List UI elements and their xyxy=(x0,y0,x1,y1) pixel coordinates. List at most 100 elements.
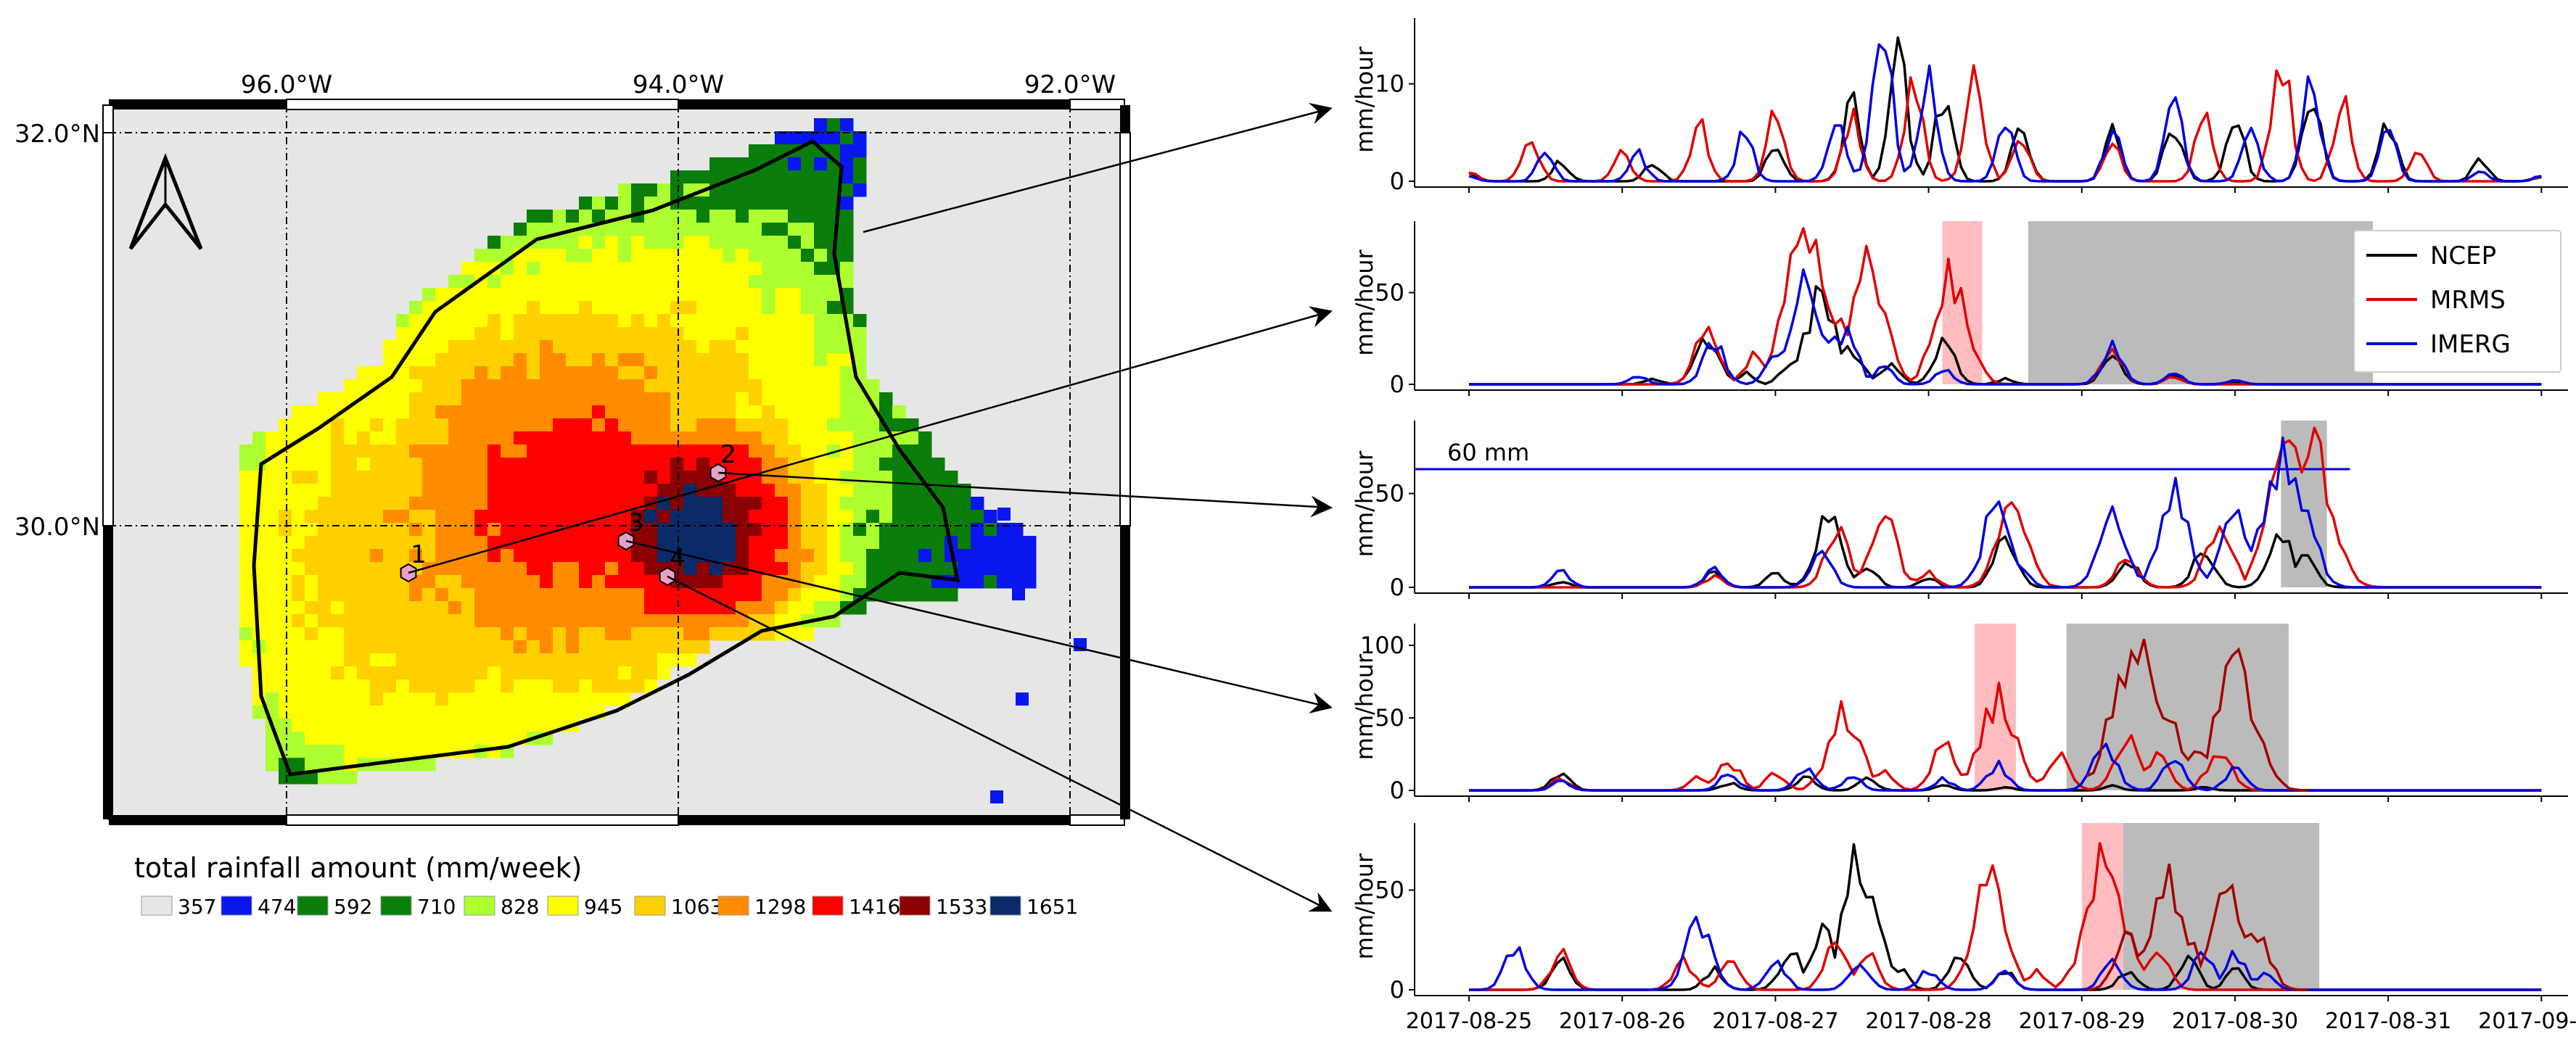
rain-cell xyxy=(579,431,593,445)
rain-cell xyxy=(461,418,475,432)
rain-cell xyxy=(487,640,501,654)
rain-cell xyxy=(357,666,371,680)
rain-cell xyxy=(853,392,867,406)
rain-cell xyxy=(305,732,318,745)
rain-cell xyxy=(501,379,514,393)
rain-cell xyxy=(945,510,958,524)
rain-cell xyxy=(566,458,580,471)
rain-cell xyxy=(736,405,749,419)
rain-cell xyxy=(801,366,815,380)
connector-arrows xyxy=(408,102,1333,912)
rain-cell xyxy=(527,484,540,497)
rain-cell xyxy=(370,366,384,380)
rain-cell xyxy=(879,510,893,524)
rain-cell xyxy=(266,614,279,628)
rain-cell xyxy=(814,458,828,471)
rain-cell xyxy=(709,314,723,328)
rain-cell xyxy=(239,640,253,654)
rain-cell xyxy=(840,131,854,145)
rain-cell xyxy=(892,536,906,550)
legend-label: 945 xyxy=(584,895,622,919)
rain-cell xyxy=(305,497,318,510)
rain-cell xyxy=(292,405,305,419)
series-line-mrms-span xyxy=(2087,863,2308,991)
rain-cell xyxy=(788,236,802,249)
rain-cell xyxy=(501,418,514,432)
rain-cell xyxy=(357,510,371,524)
rain-cell xyxy=(709,601,723,615)
rain-cell xyxy=(292,444,305,458)
rain-cell xyxy=(788,275,802,289)
rain-cell xyxy=(566,301,580,315)
rain-cell xyxy=(527,653,540,667)
rain-cell xyxy=(461,679,475,693)
lon-label: 94.0°W xyxy=(633,70,724,99)
rain-cell xyxy=(331,418,345,432)
rain-cell xyxy=(775,353,789,367)
rain-cell xyxy=(553,392,567,406)
rain-cell xyxy=(971,536,984,550)
rain-cell xyxy=(279,458,292,471)
rain-cell xyxy=(579,197,593,210)
y-axis-label: mm/hour xyxy=(1351,450,1378,557)
rain-cell xyxy=(670,614,684,628)
rain-cell xyxy=(383,444,397,458)
y-tick-label: 100 xyxy=(1360,632,1404,659)
rain-cell xyxy=(788,131,802,145)
rain-cell xyxy=(409,484,423,497)
rain-cell xyxy=(370,575,384,589)
rain-cell xyxy=(892,588,906,602)
rain-cell xyxy=(540,575,554,589)
rain-cell xyxy=(801,314,815,328)
rain-cell xyxy=(514,327,527,341)
rain-cell xyxy=(474,444,488,458)
rain-cell xyxy=(487,392,501,406)
rain-cell xyxy=(514,497,527,510)
rain-cell xyxy=(370,601,384,615)
rain-cell xyxy=(683,601,697,615)
rain-cell xyxy=(657,666,671,680)
rain-cell xyxy=(331,732,345,745)
rain-cell xyxy=(474,732,488,745)
rain-cell xyxy=(422,418,436,432)
station-label: 1 xyxy=(411,540,427,569)
legend-swatch xyxy=(717,896,749,916)
rain-cell xyxy=(357,431,371,445)
rain-cell xyxy=(292,719,305,732)
rain-cell xyxy=(840,392,854,406)
series-line-imerg xyxy=(1469,743,2542,792)
rain-cell xyxy=(383,627,397,641)
rain-cell xyxy=(592,666,606,680)
rain-cell xyxy=(514,614,527,628)
rain-cell xyxy=(422,666,436,680)
rain-cell xyxy=(866,523,880,537)
rain-cell xyxy=(618,627,632,641)
rain-cell xyxy=(383,353,397,367)
rain-cell xyxy=(487,366,501,380)
rain-cell xyxy=(487,484,501,497)
rain-cell xyxy=(670,444,684,458)
rain-cell xyxy=(501,588,514,602)
rain-cell xyxy=(592,366,606,380)
rain-cell xyxy=(827,510,841,524)
rain-cell xyxy=(487,510,501,524)
rain-cell xyxy=(409,758,423,772)
rain-cell xyxy=(292,614,305,628)
rain-cell xyxy=(631,288,645,302)
rain-cell xyxy=(762,392,775,406)
rain-cell xyxy=(762,405,775,419)
rain-cell xyxy=(409,353,423,367)
rain-cell xyxy=(527,719,540,732)
rain-cell xyxy=(527,392,540,406)
rain-cell xyxy=(566,627,580,641)
rain-cell xyxy=(1010,523,1024,537)
map-legend: total rainfall amount (mm/week) 357 474 59… xyxy=(134,852,1078,919)
rain-cell xyxy=(723,497,736,510)
rain-cell xyxy=(683,301,697,315)
rain-cell xyxy=(696,523,710,537)
rain-cell xyxy=(566,614,580,628)
rain-cell xyxy=(736,418,749,432)
rain-cell xyxy=(1023,536,1037,550)
rain-cell xyxy=(605,692,619,706)
rain-cell xyxy=(788,301,802,315)
